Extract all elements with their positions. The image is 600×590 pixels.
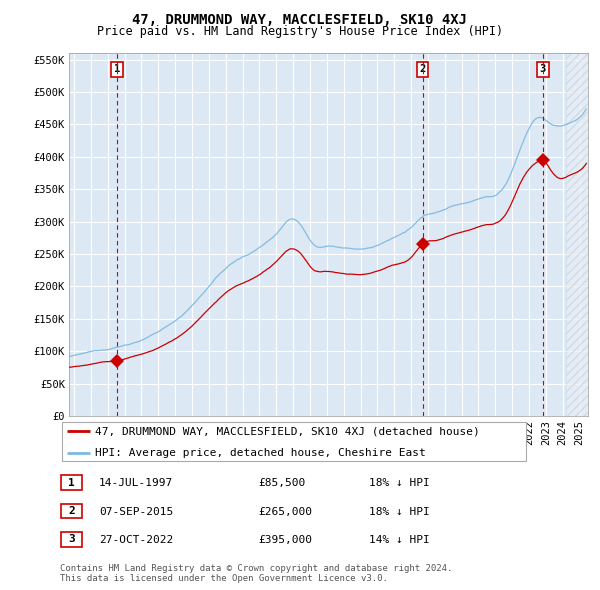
Text: Contains HM Land Registry data © Crown copyright and database right 2024.
This d: Contains HM Land Registry data © Crown c… [60, 563, 452, 583]
FancyBboxPatch shape [62, 422, 526, 461]
Text: 2: 2 [419, 64, 425, 74]
Text: 18% ↓ HPI: 18% ↓ HPI [369, 478, 430, 488]
Text: 3: 3 [68, 535, 75, 544]
Polygon shape [566, 53, 588, 416]
Text: £265,000: £265,000 [258, 507, 312, 516]
Text: 14-JUL-1997: 14-JUL-1997 [99, 478, 173, 488]
FancyBboxPatch shape [61, 532, 82, 547]
Text: £395,000: £395,000 [258, 535, 312, 545]
Text: 14% ↓ HPI: 14% ↓ HPI [369, 535, 430, 545]
Text: Price paid vs. HM Land Registry's House Price Index (HPI): Price paid vs. HM Land Registry's House … [97, 25, 503, 38]
Text: £85,500: £85,500 [258, 478, 305, 488]
Text: 3: 3 [540, 64, 546, 74]
Text: 1: 1 [114, 64, 120, 74]
Text: 1: 1 [68, 478, 75, 487]
Text: 27-OCT-2022: 27-OCT-2022 [99, 535, 173, 545]
Text: 47, DRUMMOND WAY, MACCLESFIELD, SK10 4XJ: 47, DRUMMOND WAY, MACCLESFIELD, SK10 4XJ [133, 13, 467, 27]
Text: 2: 2 [68, 506, 75, 516]
FancyBboxPatch shape [61, 475, 82, 490]
Text: HPI: Average price, detached house, Cheshire East: HPI: Average price, detached house, Ches… [95, 448, 426, 457]
Text: 47, DRUMMOND WAY, MACCLESFIELD, SK10 4XJ (detached house): 47, DRUMMOND WAY, MACCLESFIELD, SK10 4XJ… [95, 427, 480, 436]
Text: 07-SEP-2015: 07-SEP-2015 [99, 507, 173, 516]
FancyBboxPatch shape [61, 503, 82, 519]
Text: 18% ↓ HPI: 18% ↓ HPI [369, 507, 430, 516]
